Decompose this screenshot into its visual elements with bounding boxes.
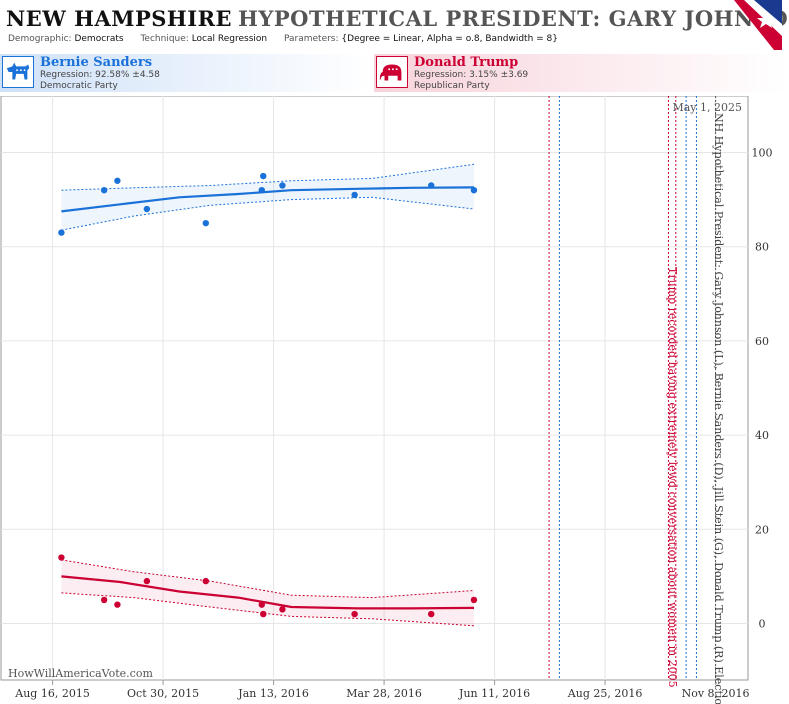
lower-bound-line bbox=[61, 196, 475, 231]
data-point bbox=[351, 191, 358, 199]
data-point bbox=[428, 182, 435, 189]
parameters-label: Parameters: bbox=[283, 34, 339, 44]
us-flag-icon bbox=[734, 0, 782, 50]
upper-bound-line bbox=[61, 163, 475, 191]
technique-label: Technique: bbox=[140, 34, 189, 44]
y-tick-label: 60 bbox=[755, 335, 769, 348]
y-tick-label: 40 bbox=[755, 429, 769, 442]
poll-chart: 0 20 40 60 80 100 Aug 16, 2015 Oct 30, 2015 Jan… bbox=[0, 96, 773, 704]
parameters-value: {Degree = Linear, Alpha = o.8, Bandwidth… bbox=[341, 34, 558, 44]
confidence-band bbox=[61, 164, 475, 231]
candidate-party: Republican Party bbox=[414, 81, 490, 91]
x-tick-label: Jan 13, 2016 bbox=[237, 687, 309, 700]
candidate-regression: Regression: 92.58% ±4.58 bbox=[40, 70, 160, 80]
elephant-icon bbox=[376, 56, 408, 88]
data-point bbox=[58, 554, 65, 561]
y-tick-label: 0 bbox=[759, 617, 766, 630]
data-point bbox=[143, 205, 151, 213]
y-tick-label: 20 bbox=[755, 523, 769, 536]
x-tick-label: Aug 25, 2016 bbox=[567, 687, 643, 700]
candidate-party: Democratic Party bbox=[40, 81, 118, 91]
data-point bbox=[351, 610, 358, 618]
title-subtitle: HYPOTHETICAL PRESIDENT: GARY JOHNSON bbox=[238, 6, 789, 31]
data-point bbox=[279, 182, 286, 189]
candidate-regression: Regression: 3.15% ±3.69 bbox=[414, 70, 529, 80]
technique-value: Local Regression bbox=[191, 34, 268, 44]
demographic-label: Demographic: bbox=[8, 34, 72, 44]
data-point bbox=[428, 610, 435, 618]
data-point bbox=[114, 177, 121, 184]
event-lines bbox=[548, 96, 717, 680]
candidate-name: Bernie Sanders bbox=[40, 55, 153, 70]
data-point bbox=[258, 601, 265, 608]
upper-bound-line bbox=[61, 559, 475, 599]
x-tick-label: Oct 30, 2015 bbox=[127, 687, 199, 700]
grid-lines bbox=[1, 96, 748, 680]
x-axis-ticks: Aug 16, 2015 Oct 30, 2015 Jan 13, 2016 Mar … bbox=[14, 680, 750, 700]
data-point bbox=[114, 601, 121, 608]
data-point bbox=[470, 186, 478, 194]
event-annotation: Trump recorded having extremely lewd con… bbox=[666, 267, 679, 688]
donkey-icon bbox=[2, 56, 34, 88]
trend-line bbox=[61, 186, 475, 213]
y-tick-label: 80 bbox=[755, 241, 769, 254]
data-point bbox=[279, 606, 286, 613]
data-point bbox=[258, 186, 265, 194]
y-tick-label: 100 bbox=[752, 147, 773, 160]
date-annotation: May 1, 2025 bbox=[672, 101, 742, 114]
data-point bbox=[260, 172, 267, 180]
candidate-name: Donald Trump bbox=[414, 55, 519, 70]
x-tick-label: Mar 28, 2016 bbox=[346, 687, 422, 700]
data-point bbox=[202, 577, 209, 585]
data-point bbox=[143, 577, 151, 585]
data-point bbox=[58, 229, 65, 236]
x-tick-label: Jun 11, 2016 bbox=[458, 687, 530, 700]
page-title: NEW HAMPSHIRE HYPOTHETICAL PRESIDENT: GAR… bbox=[6, 6, 789, 31]
trend-line bbox=[61, 575, 475, 610]
y-axis-ticks: 0 20 40 60 80 100 bbox=[752, 147, 773, 631]
data-points bbox=[58, 172, 478, 618]
legend-item-trump: Donald Trump Regression: 3.15% ±3.69 Rep… bbox=[374, 54, 789, 92]
election-annotation: NH Hypothetical President: Gary Johnson … bbox=[712, 113, 725, 704]
data-point bbox=[202, 219, 209, 227]
x-tick-label: Aug 16, 2015 bbox=[14, 687, 90, 700]
candidate-legend: Bernie Sanders Regression: 92.58% ±4.58 … bbox=[0, 54, 789, 94]
parameters-line: Demographic: Democrats Technique: Local … bbox=[8, 34, 572, 44]
demographic-value: Democrats bbox=[74, 34, 124, 44]
legend-item-sanders: Bernie Sanders Regression: 92.58% ±4.58 … bbox=[0, 54, 370, 92]
title-state: NEW HAMPSHIRE bbox=[6, 6, 233, 31]
trend-lines bbox=[61, 186, 475, 610]
watermark: HowWillAmericaVote.com bbox=[8, 667, 153, 680]
data-point bbox=[100, 596, 108, 604]
lower-bound-line bbox=[61, 592, 475, 627]
x-tick-label: Nov 8, 2016 bbox=[682, 687, 750, 700]
data-point bbox=[100, 186, 108, 194]
data-point bbox=[470, 596, 478, 604]
data-point bbox=[260, 610, 267, 618]
page-header: NEW HAMPSHIRE HYPOTHETICAL PRESIDENT: GAR… bbox=[0, 0, 789, 50]
